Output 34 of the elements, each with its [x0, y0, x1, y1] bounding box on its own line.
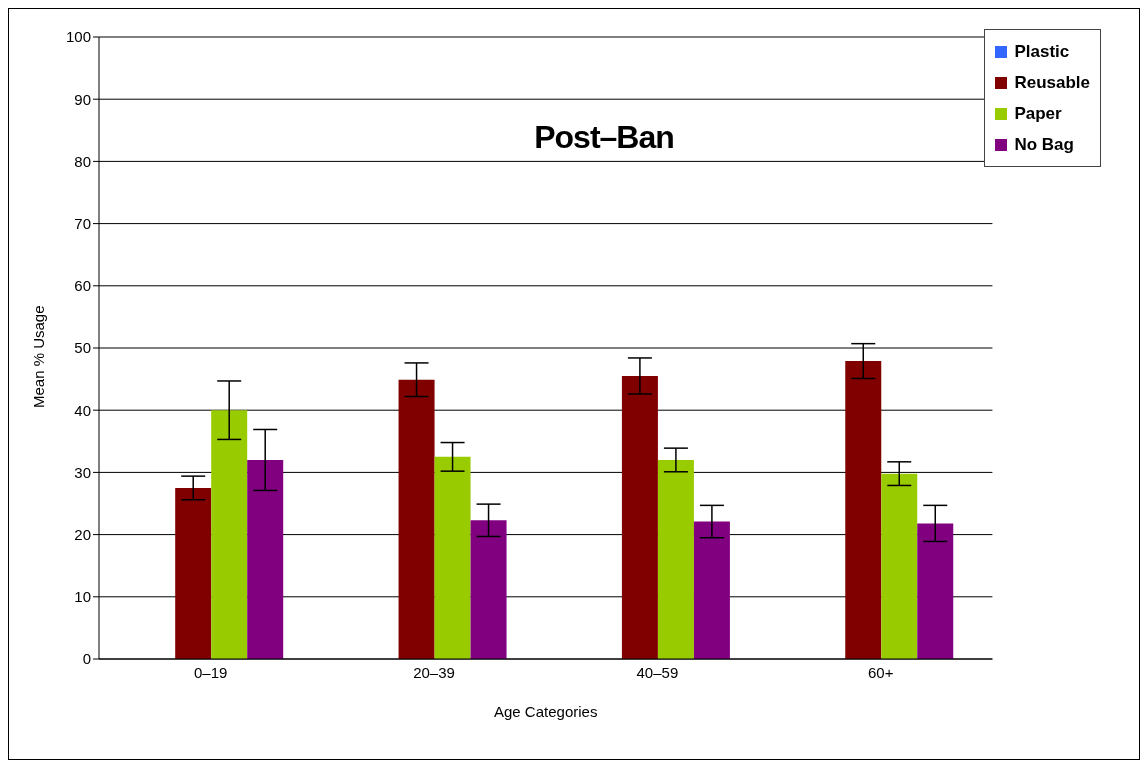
legend-label: Plastic	[1013, 41, 1071, 63]
bar	[657, 459, 694, 659]
y-axis-title: Mean % Usage	[30, 305, 48, 408]
y-tick-label: 40	[74, 401, 91, 419]
bar	[693, 521, 730, 659]
bar	[434, 456, 471, 659]
y-tick-label: 20	[74, 525, 91, 543]
y-tick-label: 30	[74, 463, 91, 481]
legend-label: Reusable	[1013, 72, 1090, 94]
bar	[247, 459, 284, 659]
y-tick-label: 70	[74, 214, 91, 232]
x-axis-title: Age Categories	[494, 703, 598, 720]
y-tick-label: 100	[65, 28, 91, 46]
bar	[470, 520, 507, 659]
bar	[881, 473, 918, 659]
bar	[917, 523, 954, 659]
x-tick-label: 0–19	[193, 663, 228, 681]
legend-label: No Bag	[1013, 134, 1075, 156]
y-tick-label: 80	[74, 152, 91, 170]
bar	[398, 379, 435, 659]
x-tick-label: 20–39	[413, 663, 455, 681]
bar	[175, 487, 212, 659]
y-tick-label: 50	[74, 339, 91, 357]
x-tick-label: 60+	[868, 663, 894, 681]
y-tick-label: 60	[74, 277, 91, 295]
y-tick-label: 0	[82, 650, 91, 668]
x-tick-label: 40–59	[636, 663, 679, 681]
bar	[211, 410, 248, 659]
text: Post–Ban	[534, 119, 674, 155]
bar	[621, 375, 658, 659]
y-tick-label: 90	[74, 90, 91, 108]
legend-label: Paper	[1013, 103, 1063, 125]
bar	[845, 361, 882, 659]
y-tick-label: 10	[74, 588, 91, 606]
